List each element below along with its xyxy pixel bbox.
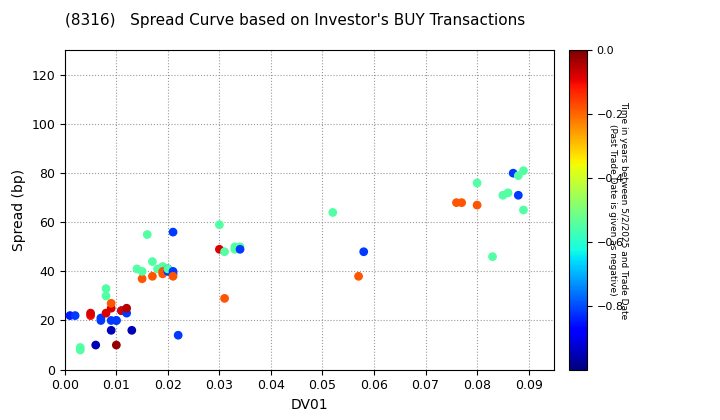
Point [74, 344, 86, 351]
Point [105, 327, 117, 333]
Point [472, 180, 483, 186]
Point [100, 293, 112, 299]
Point [100, 310, 112, 317]
Point [136, 268, 148, 275]
X-axis label: DV01: DV01 [291, 398, 328, 412]
Point [136, 276, 148, 282]
Point [508, 170, 519, 176]
Point [116, 307, 127, 314]
Point [64, 312, 76, 319]
Point [497, 192, 508, 199]
Point [503, 189, 514, 196]
Point [147, 273, 158, 280]
Point [451, 199, 462, 206]
Point [162, 265, 174, 272]
Point [157, 268, 168, 275]
Point [152, 265, 163, 272]
Point [95, 317, 107, 324]
Point [100, 285, 112, 292]
Point [126, 327, 138, 333]
Point [358, 248, 369, 255]
Point [157, 263, 168, 270]
Point [95, 315, 107, 321]
Point [131, 265, 143, 272]
Point [111, 342, 122, 349]
Point [214, 246, 225, 253]
Point [518, 167, 529, 174]
Point [456, 199, 467, 206]
Point [162, 265, 174, 272]
Y-axis label: Spread (bp): Spread (bp) [12, 169, 26, 251]
Point [219, 248, 230, 255]
Point [353, 273, 364, 280]
Point [162, 268, 174, 275]
Point [229, 244, 240, 250]
Point [229, 246, 240, 253]
Point [167, 270, 179, 277]
Point [74, 346, 86, 353]
Point [157, 270, 168, 277]
Point [487, 253, 498, 260]
Point [121, 310, 132, 317]
Point [167, 273, 179, 280]
Point [518, 207, 529, 213]
Point [69, 312, 81, 319]
Point [142, 231, 153, 238]
Point [234, 244, 246, 250]
Point [214, 221, 225, 228]
Point [85, 312, 96, 319]
Point [513, 192, 524, 199]
Point [105, 300, 117, 307]
Point [167, 229, 179, 236]
Point [105, 317, 117, 324]
Point [167, 268, 179, 275]
Point [105, 305, 117, 312]
Point [90, 342, 102, 349]
Point [327, 209, 338, 216]
Text: (8316)   Spread Curve based on Investor's BUY Transactions: (8316) Spread Curve based on Investor's … [65, 13, 525, 28]
Point [513, 172, 524, 179]
Point [172, 332, 184, 339]
Point [147, 258, 158, 265]
Point [121, 305, 132, 312]
Point [116, 307, 127, 314]
Point [219, 295, 230, 302]
Text: Time in years between 5/2/2025 and Trade Date
(Past Trade Date is given as negat: Time in years between 5/2/2025 and Trade… [608, 101, 628, 319]
Point [234, 246, 246, 253]
Point [472, 202, 483, 208]
Point [85, 310, 96, 317]
Point [111, 317, 122, 324]
Point [111, 317, 122, 324]
